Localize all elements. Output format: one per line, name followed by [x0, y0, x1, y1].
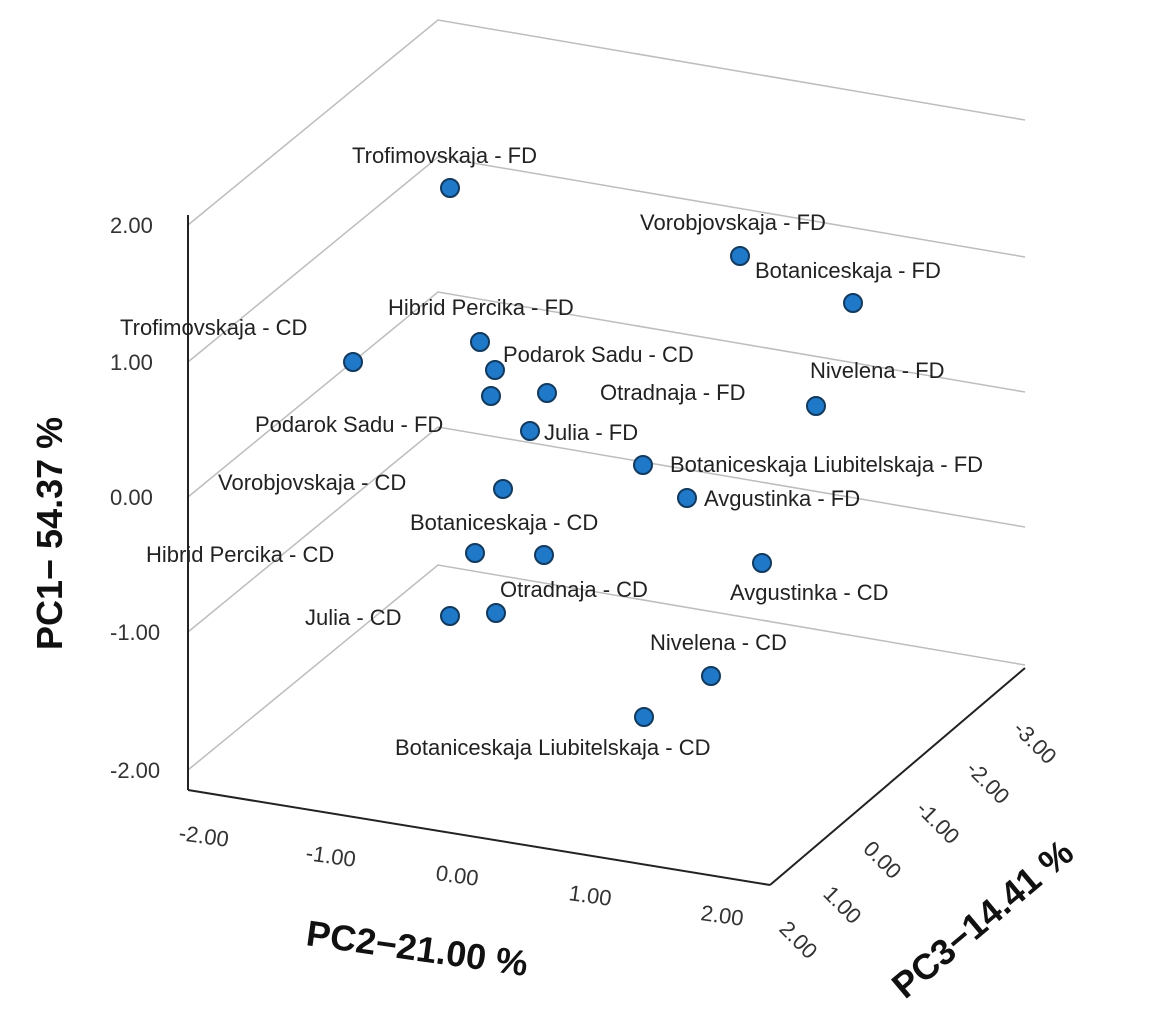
- point-label: Trofimovskaja - CD: [120, 315, 307, 340]
- data-point: [634, 707, 654, 727]
- data-point: [730, 246, 750, 266]
- data-point: [465, 543, 485, 563]
- grid-line: [187, 426, 1026, 633]
- data-point: [440, 606, 460, 626]
- z-tick-label: -1.00: [911, 796, 964, 849]
- point-label: Botaniceskaja Liubitelskaja - CD: [395, 735, 711, 760]
- x-tick-label: 0.00: [434, 860, 480, 891]
- point-label: Vorobjovskaja - CD: [218, 470, 406, 495]
- point-label: Botaniceskaja Liubitelskaja - FD: [670, 452, 983, 477]
- grid-line: [187, 564, 1026, 771]
- data-point: [481, 386, 501, 406]
- y-tick-label: -1.00: [110, 620, 160, 645]
- data-point: [520, 421, 540, 441]
- data-point: [806, 396, 826, 416]
- data-point: [677, 488, 697, 508]
- data-point: [843, 293, 863, 313]
- data-point: [537, 383, 557, 403]
- point-label: Hibrid Percika - FD: [388, 295, 574, 320]
- grid-line: [187, 19, 1026, 226]
- y-tick-label: 1.00: [110, 350, 153, 375]
- data-point: [493, 479, 513, 499]
- point-label: Hibrid Percika - CD: [146, 542, 334, 567]
- point-label: Julia - FD: [544, 420, 638, 445]
- data-point: [485, 360, 505, 380]
- y-tick-label: 0.00: [110, 485, 153, 510]
- z-tick-label: 0.00: [858, 836, 906, 884]
- data-point: [486, 603, 506, 623]
- x-tick-label: -2.00: [177, 820, 230, 852]
- data-point: [343, 352, 363, 372]
- point-label: Podarok Sadu - CD: [503, 342, 694, 367]
- x-tick-label: 1.00: [567, 880, 613, 911]
- point-label: Botaniceskaja - CD: [410, 510, 598, 535]
- z-tick-label: 1.00: [818, 881, 866, 929]
- data-point: [440, 178, 460, 198]
- point-label: Trofimovskaja - FD: [352, 143, 537, 168]
- x-axis-title: PC2−21.00 %: [304, 912, 531, 984]
- x-tick-label: 2.00: [699, 900, 745, 931]
- x-axis-line: [187, 789, 771, 886]
- z-tick-label: -3.00: [1008, 716, 1061, 769]
- point-label: Otradnaja - CD: [500, 577, 648, 602]
- y-tick-label: -2.00: [110, 758, 160, 783]
- point-label: Vorobjovskaja - FD: [640, 210, 826, 235]
- y-axis-title: PC1− 54.37 %: [29, 417, 70, 650]
- z-tick-label: -2.00: [961, 756, 1014, 809]
- point-label: Julia - CD: [305, 605, 402, 630]
- grid-line: [187, 156, 1026, 363]
- z-axis-title: PC3−14.41 %: [884, 831, 1081, 1006]
- point-label: Avgustinka - FD: [704, 486, 860, 511]
- point-label: Avgustinka - CD: [730, 580, 889, 605]
- data-point: [752, 553, 772, 573]
- z-tick-label: 2.00: [774, 916, 822, 964]
- data-points: [343, 178, 863, 727]
- grid-lines: [187, 19, 1026, 886]
- data-point: [470, 332, 490, 352]
- y-tick-label: 2.00: [110, 213, 153, 238]
- point-label: Nivelena - CD: [650, 630, 787, 655]
- point-label: Otradnaja - FD: [600, 380, 746, 405]
- data-point: [701, 666, 721, 686]
- point-label: Podarok Sadu - FD: [255, 412, 443, 437]
- point-label: Nivelena - FD: [810, 358, 944, 383]
- data-point: [633, 455, 653, 475]
- point-labels: Trofimovskaja - FD Vorobjovskaja - FD Bota…: [120, 143, 983, 760]
- x-tick-label: -1.00: [304, 840, 357, 872]
- point-label: Botaniceskaja - FD: [755, 258, 941, 283]
- z-axis-line: [769, 667, 1026, 886]
- grid-line: [187, 291, 1026, 498]
- data-point: [534, 545, 554, 565]
